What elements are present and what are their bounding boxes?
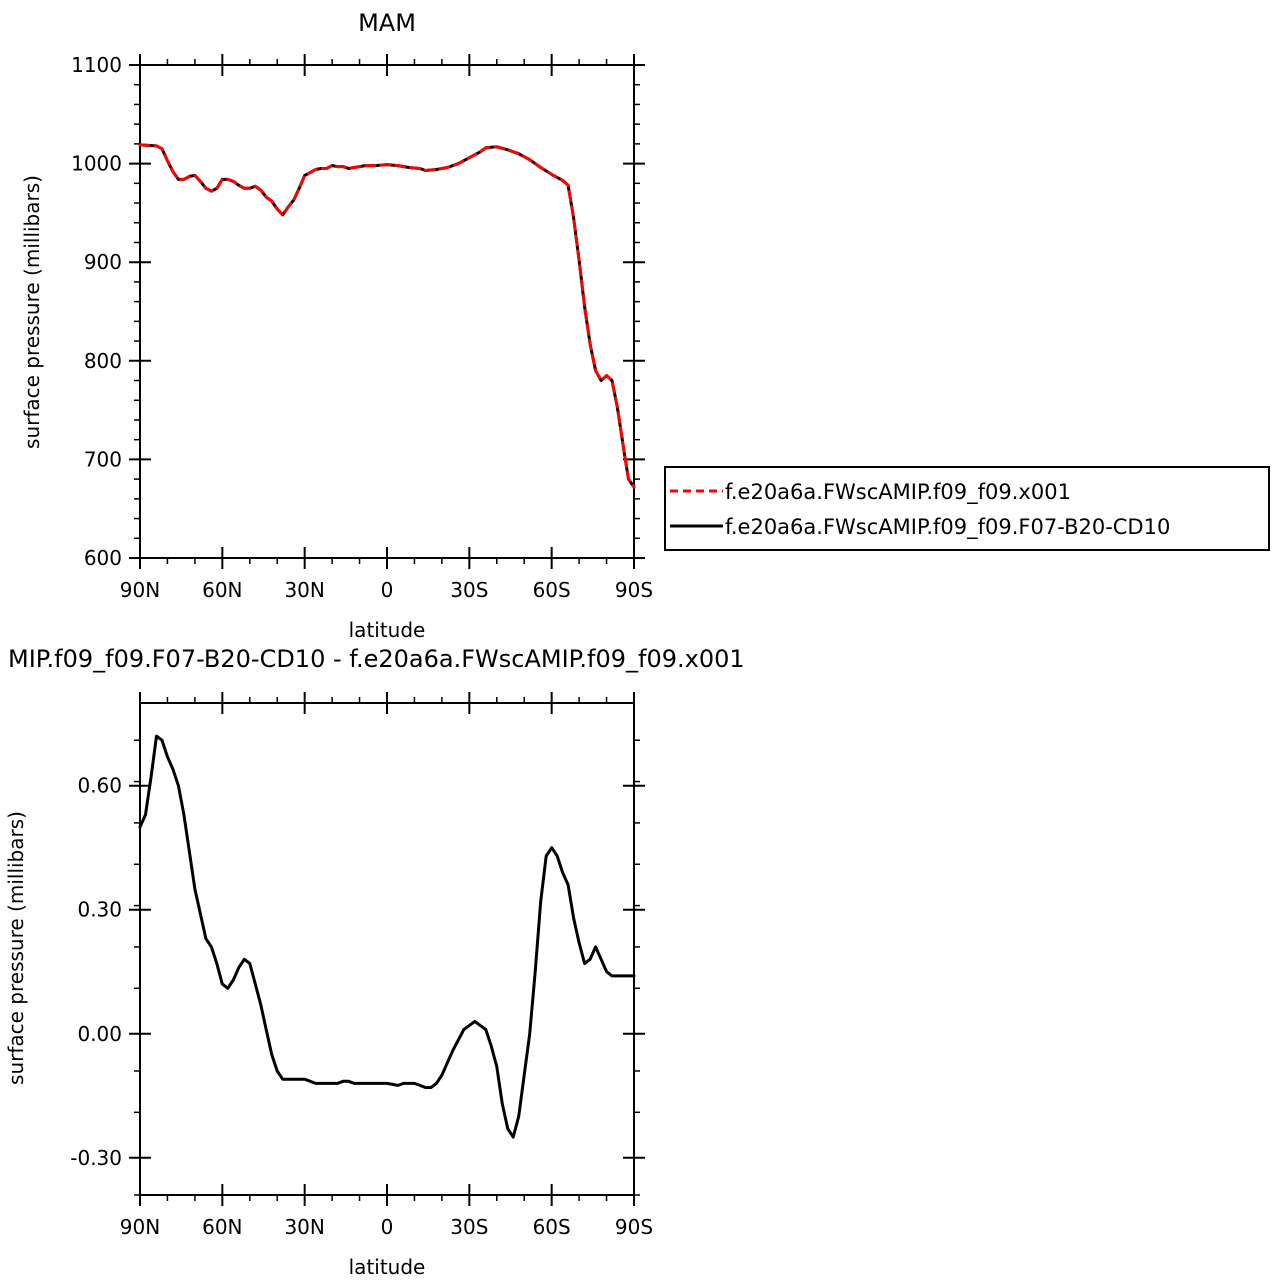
x-tick-label: 60S <box>533 1215 571 1239</box>
series-line-f-e20a6a-fwscamip-f09-f09-f07-b20-cd10 <box>138 143 636 489</box>
x-tick-label: 60N <box>202 578 242 602</box>
legend-label-x001: f.e20a6a.FWscAMIP.f09_f09.x001 <box>725 480 1071 505</box>
x-tick-label: 90S <box>615 578 653 602</box>
series-line-f-e20a6a-fwscamip-f09-f09-x001 <box>138 143 636 489</box>
legend: f.e20a6a.FWscAMIP.f09_f09.x001 f.e20a6a.… <box>664 466 1270 551</box>
x-tick-label: 30S <box>450 1215 488 1239</box>
bottom-chart: MIP.f09_f09.F07-B20-CD10 - f.e20a6a.FWsc… <box>4 645 745 1279</box>
y-tick-label: 1000 <box>71 152 122 176</box>
bottom-chart-title: MIP.f09_f09.F07-B20-CD10 - f.e20a6a.FWsc… <box>8 645 745 673</box>
y-tick-label: 0.00 <box>77 1022 122 1046</box>
x-tick-label: 90S <box>615 1215 653 1239</box>
y-tick-label: 600 <box>84 546 122 570</box>
x-tick-label: 30S <box>450 578 488 602</box>
y-tick-label: 0.60 <box>77 774 122 798</box>
bottom-plot-area: 90N 60N 30N 0 30S 60S 90S -0.30 0.00 0.30 0.60 <box>70 692 653 1239</box>
top-chart-xlabel: latitude <box>349 618 426 642</box>
y-tick-label: -0.30 <box>70 1146 122 1170</box>
x-tick-label: 60S <box>533 578 571 602</box>
y-tick-label: 900 <box>84 250 122 274</box>
x-tick-label: 90N <box>120 578 160 602</box>
y-tick-label: 800 <box>84 349 122 373</box>
plot-frame <box>139 702 635 1196</box>
x-tick-label: 0 <box>381 578 394 602</box>
top-chart-title: MAM <box>358 9 416 37</box>
x-tick-label: 30N <box>284 578 324 602</box>
x-tick-label: 90N <box>120 1215 160 1239</box>
x-tick-label: 0 <box>381 1215 394 1239</box>
legend-box <box>664 466 1270 551</box>
y-tick-label: 0.30 <box>77 898 122 922</box>
top-chart-ylabel: surface pressure (millibars) <box>20 175 44 449</box>
bottom-chart-ylabel: surface pressure (millibars) <box>4 811 28 1085</box>
plot-frame <box>139 64 635 559</box>
top-plot-area: 90N 60N 30N 0 30S 60S 90S 600 700 800 900 1000 1100 <box>71 53 653 602</box>
legend-label-cd10: f.e20a6a.FWscAMIP.f09_f09.F07-B20-CD10 <box>725 515 1170 540</box>
series-line-difference <box>138 734 636 1139</box>
x-tick-label: 60N <box>202 1215 242 1239</box>
top-chart: MAM 90N 60N 30N 0 30S 60S 90S 600 700 800 900 1000 1… <box>20 9 1270 642</box>
y-tick-label: 1100 <box>71 53 122 77</box>
x-tick-label: 30N <box>284 1215 324 1239</box>
bottom-chart-xlabel: latitude <box>349 1255 426 1279</box>
y-tick-label: 700 <box>84 447 122 471</box>
